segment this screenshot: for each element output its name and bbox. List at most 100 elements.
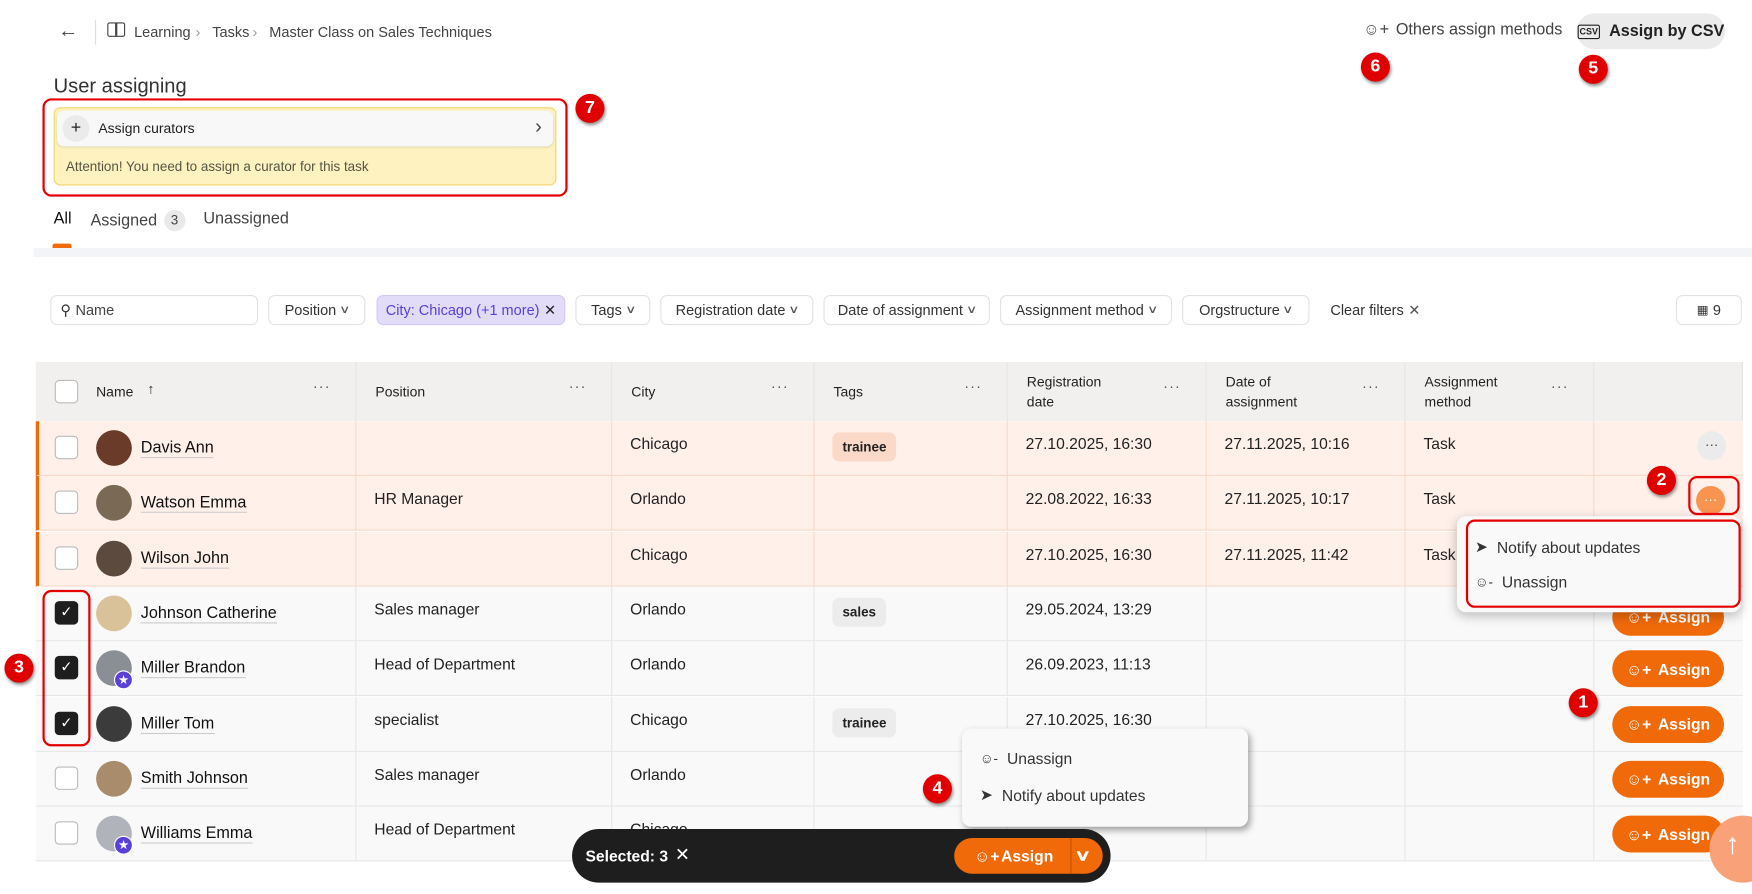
curator-warning-box: + Assign curators › Attention! You need … — [53, 107, 557, 186]
scroll-to-top-button[interactable]: ↑ — [1709, 815, 1752, 883]
assign-by-csv-button[interactable]: CSV Assign by CSV — [1576, 13, 1726, 50]
annotation-2: 2 — [1646, 465, 1676, 495]
filter-registration-date[interactable]: Registration date ∨ — [660, 294, 814, 326]
assign-curators-label: Assign curators — [98, 120, 195, 137]
assign-label: Assign — [1657, 608, 1711, 627]
column-header-assigned[interactable]: Date of assignment ··· — [1206, 362, 1406, 422]
menu-item-label: Unassign — [1501, 573, 1568, 592]
table-row: Davis Ann Chicago trainee 27.10.2025, 16:30… — [35, 421, 1743, 476]
user-name-link[interactable]: Wilson John — [140, 549, 230, 569]
assign-button[interactable]: ☺+ Assign — [1612, 760, 1724, 798]
bulk-assign-label: Assign — [1001, 846, 1054, 865]
cell: Task — [1406, 476, 1595, 532]
row-checkbox[interactable] — [54, 821, 79, 845]
column-menu-icon[interactable]: ··· — [1550, 377, 1569, 395]
filter-city-active[interactable]: City: Chicago (+1 more) ✕ — [376, 294, 566, 326]
close-icon[interactable]: ✕ — [543, 301, 557, 318]
user-name-link[interactable]: Williams Emma — [140, 824, 253, 844]
search-placeholder: Name — [75, 301, 115, 319]
cell: 27.11.2025, 11:42 — [1207, 531, 1406, 587]
filter-orgstructure[interactable]: Orgstructure ∨ — [1182, 294, 1310, 326]
avatar — [96, 485, 132, 521]
row-checkbox[interactable] — [54, 766, 79, 790]
tab-assigned[interactable]: Assigned 3 — [91, 210, 186, 232]
assign-button[interactable]: ☺+ Assign — [1612, 815, 1724, 853]
cell-assigned: 27.11.2025, 10:17 — [1224, 489, 1350, 508]
more-actions-button[interactable]: ··· — [1696, 486, 1726, 516]
filter-date-of-assignment[interactable]: Date of assignment ∨ — [823, 294, 990, 326]
user-name-link[interactable]: Johnson Catherine — [140, 604, 277, 624]
table-row: ✓ Miller Tom specialist Chicago trainee 27.10… — [35, 696, 1743, 752]
user-name-link[interactable]: Miller Tom — [140, 714, 215, 734]
avatar — [96, 540, 132, 577]
cell-city: Orlando — [630, 599, 686, 618]
columns-count: 9 — [1712, 301, 1721, 319]
column-header-reg[interactable]: Registration date ··· — [1007, 362, 1207, 422]
chevron-down-icon: ∨ — [1282, 303, 1295, 317]
row-checkbox[interactable] — [54, 490, 79, 515]
filter-tags[interactable]: Tags ∨ — [575, 294, 651, 326]
columns-button[interactable]: ▦ 9 — [1675, 294, 1742, 326]
assign-curators-button[interactable]: + Assign curators › — [56, 110, 554, 147]
select-all-checkbox[interactable] — [54, 379, 79, 404]
filter-position[interactable]: Position ∨ — [268, 294, 366, 326]
tab-all[interactable]: All — [53, 210, 72, 228]
column-header-tag[interactable]: Tags ··· — [814, 362, 1008, 422]
user-name-link[interactable]: Davis Ann — [140, 439, 214, 459]
cell-city: Orlando — [630, 765, 686, 784]
sort-asc-icon[interactable]: ↑ — [147, 380, 155, 397]
tab-unassigned[interactable]: Unassigned — [203, 210, 289, 228]
chevron-down-icon[interactable]: ∨ — [1074, 845, 1092, 864]
row-checkbox[interactable]: ✓ — [54, 656, 79, 680]
column-menu-icon[interactable]: ··· — [1361, 377, 1380, 395]
menu-item-notify[interactable]: ➤ Notify about updates — [1475, 537, 1641, 556]
row-checkbox[interactable] — [54, 545, 79, 570]
cell: ★ Williams Emma — [36, 806, 357, 862]
close-icon[interactable]: ✕ — [674, 845, 690, 865]
column-menu-icon[interactable]: ··· — [770, 377, 789, 395]
tag-chip: trainee — [832, 432, 897, 462]
assign-button[interactable]: ☺+ Assign — [1612, 705, 1724, 743]
breadcrumb-tasks[interactable]: Tasks — [212, 23, 250, 41]
user-name-link[interactable]: Miller Brandon — [140, 659, 246, 679]
column-header-position[interactable]: Position ··· — [356, 362, 613, 422]
filter-assignment-method[interactable]: Assignment method ∨ — [999, 294, 1173, 326]
cell — [1406, 696, 1595, 752]
more-actions-button[interactable]: ··· — [1697, 431, 1727, 461]
row-checkbox[interactable]: ✓ — [54, 600, 79, 625]
column-menu-icon[interactable]: ··· — [312, 377, 331, 395]
cell-position: specialist — [374, 710, 439, 728]
row-checkbox[interactable] — [54, 435, 79, 460]
row-checkbox[interactable]: ✓ — [54, 711, 79, 735]
cell: ☺+ Assign — [1594, 752, 1743, 807]
cell — [815, 531, 1008, 587]
cell-method: Task — [1423, 544, 1456, 563]
column-header-city[interactable]: City ··· — [612, 362, 815, 422]
tag-chip: sales — [832, 597, 887, 627]
breadcrumb-learning[interactable]: Learning — [134, 23, 191, 41]
assign-button[interactable]: ☺+ Assign — [1612, 650, 1724, 688]
cell: Orlando — [612, 586, 815, 642]
menu-item-unassign[interactable]: ☺- Unassign — [980, 750, 1072, 768]
chevron-down-icon: ∨ — [788, 303, 800, 317]
cell: Sales manager — [356, 751, 613, 807]
user-name-link[interactable]: Smith Johnson — [140, 769, 248, 789]
search-input[interactable]: ⚲ Name — [50, 294, 259, 326]
user-name-link[interactable]: Watson Emma — [140, 494, 247, 514]
bulk-assign-button[interactable]: ☺+ Assign ∨ — [954, 837, 1103, 874]
column-menu-icon[interactable]: ··· — [568, 377, 587, 395]
cell-position: Sales manager — [374, 599, 480, 618]
avatar — [96, 760, 132, 797]
column-menu-icon[interactable]: ··· — [964, 377, 983, 395]
back-button[interactable]: ← — [58, 18, 79, 42]
clear-filters-button[interactable]: Clear filters ✕ — [1324, 294, 1427, 326]
column-menu-icon[interactable]: ··· — [1163, 377, 1181, 395]
menu-item-notify[interactable]: ➤ Notify about updates — [980, 785, 1146, 804]
chevron-down-icon: ∨ — [965, 303, 978, 317]
others-assign-methods-button[interactable]: ☺+ Others assign methods — [1363, 21, 1562, 39]
column-header-name[interactable]: ↑ Name ··· — [35, 362, 357, 422]
column-header-method[interactable]: Assignment method ··· — [1405, 362, 1595, 422]
menu-item-unassign[interactable]: ☺- Unassign — [1475, 573, 1567, 591]
count-badge: 3 — [163, 210, 186, 232]
annotation-6: 6 — [1360, 52, 1390, 82]
